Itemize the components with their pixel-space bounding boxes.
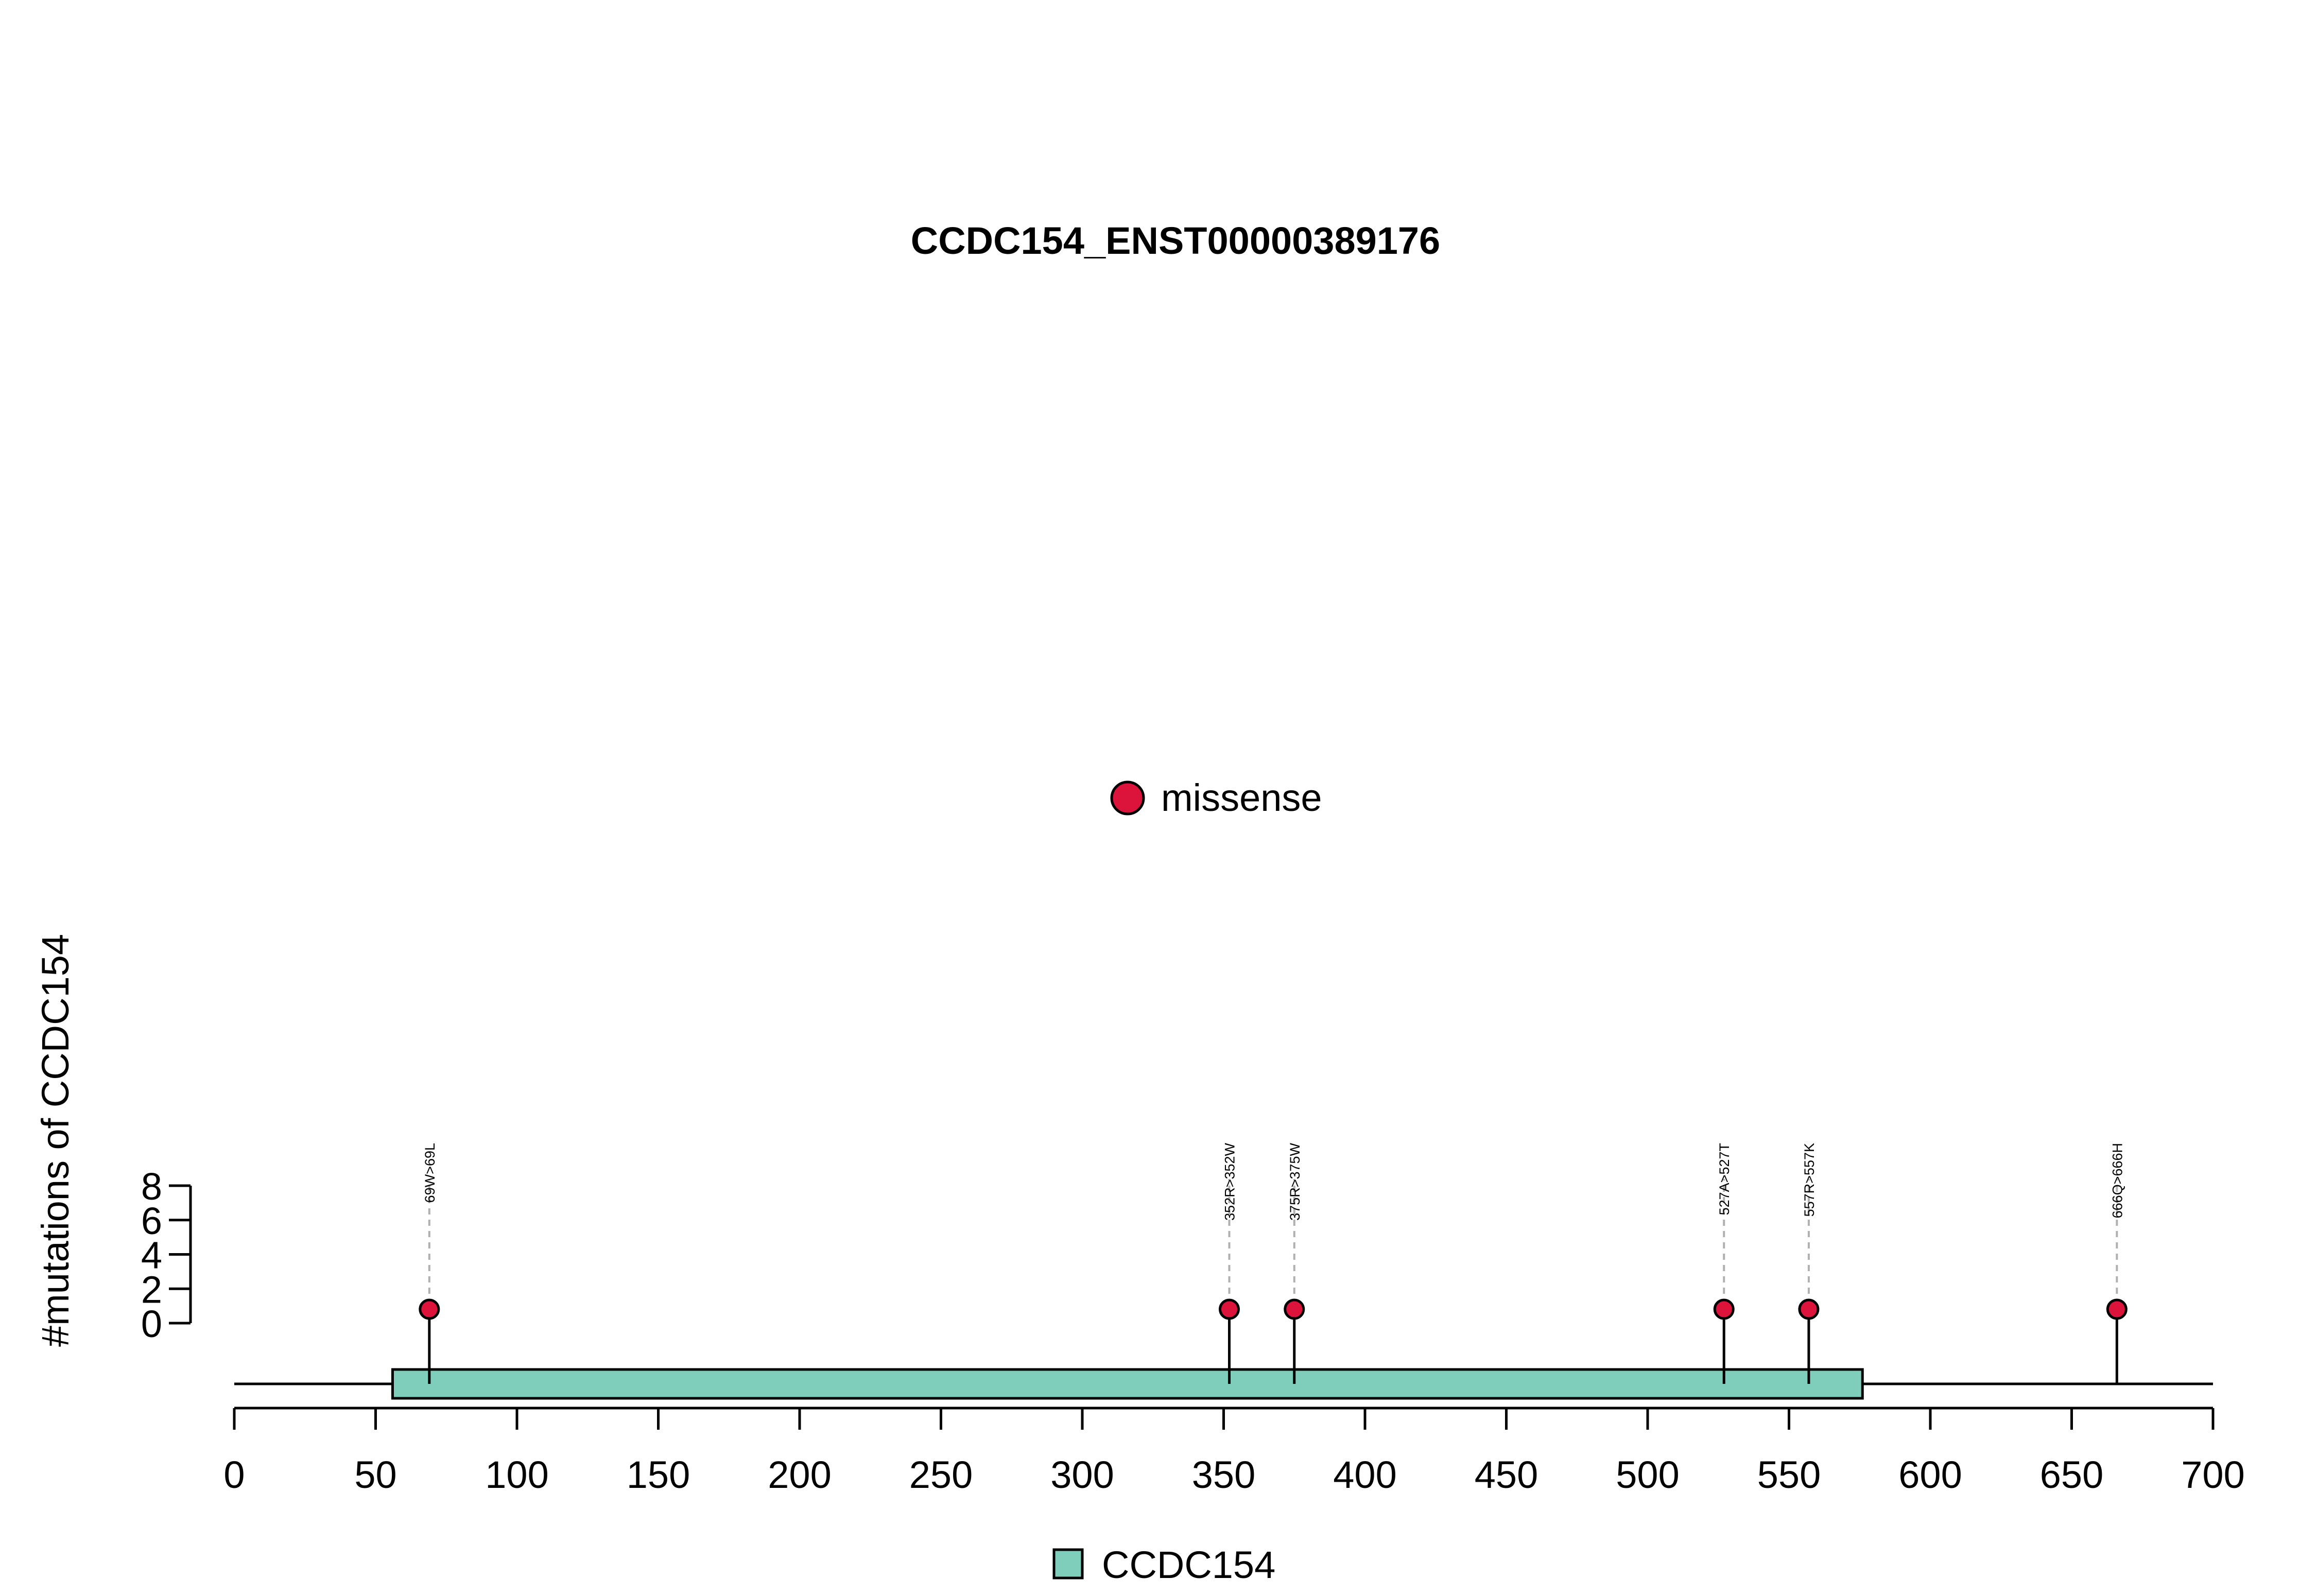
lollipop-557: 557R>557K: [1798, 1143, 1820, 1384]
legend-ccdc154-label: CCDC154: [1102, 1543, 1275, 1586]
lollipop-375: 375R>375W: [1284, 1142, 1305, 1384]
x-tick-label: 650: [2040, 1453, 2103, 1496]
lollipop-527: 527A>527T: [1713, 1143, 1735, 1384]
x-tick-label: 350: [1192, 1453, 1255, 1496]
lollipop-head: [1713, 1298, 1735, 1320]
lollipop-69: 69W>69L: [419, 1143, 440, 1384]
mutation-label: 69W>69L: [422, 1143, 438, 1203]
x-tick-label: 400: [1333, 1453, 1396, 1496]
x-tick-label: 200: [768, 1453, 831, 1496]
mutation-label: 352R>352W: [1222, 1142, 1237, 1220]
mutation-label: 557R>557K: [1802, 1143, 1817, 1217]
legend-missense: missense: [1110, 776, 1322, 819]
y-tick-label: 4: [141, 1234, 162, 1277]
legend-missense-label: missense: [1161, 776, 1322, 819]
x-tick-label: 50: [354, 1453, 396, 1496]
lollipop-head: [1798, 1298, 1820, 1320]
y-axis-label: #mutations of CCDC154: [34, 934, 77, 1347]
lollipop-head: [1218, 1298, 1240, 1320]
domain-ccdc154: [391, 1368, 1864, 1400]
lollipop-head: [1284, 1298, 1305, 1320]
x-tick-label: 700: [2181, 1453, 2244, 1496]
x-tick-label: 300: [1050, 1453, 1114, 1496]
y-tick-label: 2: [141, 1268, 162, 1311]
chart-title: CCDC154_ENST00000389176: [911, 219, 1440, 262]
lollipop-head: [2106, 1298, 2128, 1320]
legend-ccdc154: CCDC154: [1052, 1543, 1275, 1586]
x-tick-label: 0: [223, 1453, 245, 1496]
mutation-label: 527A>527T: [1717, 1143, 1732, 1215]
y-tick-label: 0: [141, 1303, 162, 1345]
y-tick-label: 8: [141, 1165, 162, 1208]
mutation-label: 666Q>666H: [2109, 1143, 2125, 1218]
x-tick-label: 250: [909, 1453, 973, 1496]
lollipop-layer: 69W>69L 352R>352W 375R>375W 527A>527T 557R>5…: [419, 1142, 2128, 1384]
lollipop-666: 666Q>666H: [2106, 1143, 2128, 1384]
domain-layer: [391, 1368, 1864, 1400]
x-tick-label: 150: [627, 1453, 690, 1496]
y-tick-label: 6: [141, 1200, 162, 1242]
mutation-label: 375R>375W: [1287, 1142, 1303, 1220]
x-tick-label: 550: [1757, 1453, 1821, 1496]
x-tick-label: 500: [1616, 1453, 1679, 1496]
legend-missense-marker: [1110, 780, 1145, 816]
x-tick-label: 100: [485, 1453, 548, 1496]
x-axis: 0 50 100 150 200 250 300 350 400 450 500 550 600 650 7…: [223, 1407, 2245, 1496]
legend-ccdc154-swatch: [1052, 1548, 1084, 1580]
x-tick-label: 600: [1898, 1453, 1962, 1496]
lollipop-352: 352R>352W: [1218, 1142, 1240, 1384]
lollipop-head: [419, 1298, 440, 1320]
x-tick-label: 450: [1475, 1453, 1538, 1496]
